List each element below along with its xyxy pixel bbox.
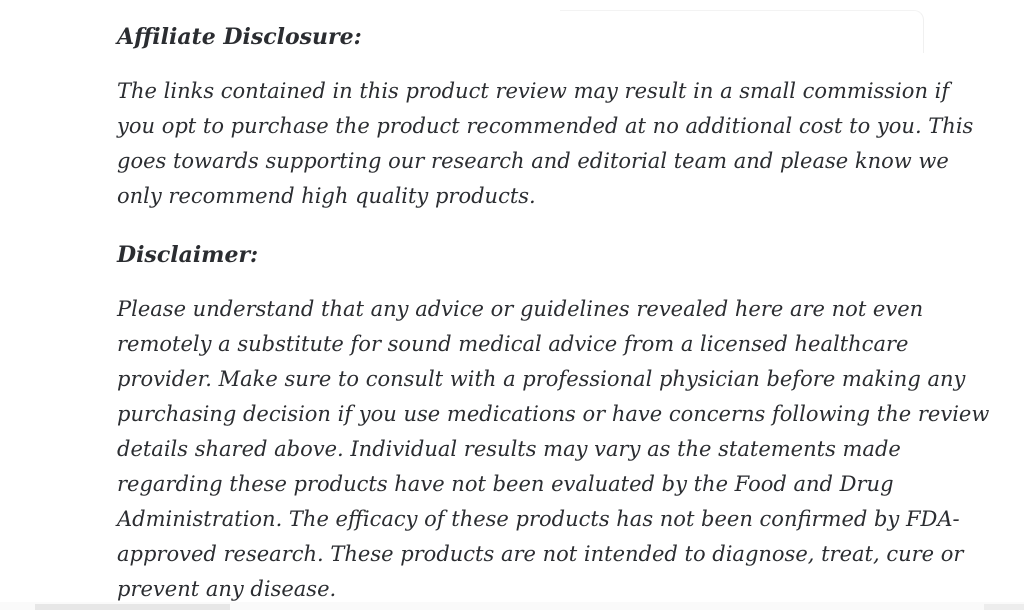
paragraph-line: The links contained in this product revi… xyxy=(117,79,950,103)
disclaimer-paragraph: Please understand that any advice or gui… xyxy=(117,292,990,607)
paragraph-line: only recommend high quality products. xyxy=(117,184,536,208)
paragraph-line: details shared above. Individual results… xyxy=(117,437,901,461)
bottom-edge-left-segment xyxy=(35,604,230,610)
paragraph-line: approved research. These products are no… xyxy=(117,542,964,566)
affiliate-disclosure-heading: Affiliate Disclosure: xyxy=(117,24,362,50)
paragraph-line: purchasing decision if you use medicatio… xyxy=(117,402,990,426)
paragraph-line: provider. Make sure to consult with a pr… xyxy=(117,367,966,391)
bottom-edge-right-segment xyxy=(984,604,1024,610)
page-bottom-edge xyxy=(0,602,1024,610)
paragraph-line: goes towards supporting our research and… xyxy=(117,149,949,173)
paragraph-line: Please understand that any advice or gui… xyxy=(117,297,924,321)
disclosure-section: Affiliate Disclosure: The links containe… xyxy=(117,0,990,610)
paragraph-line: prevent any disease. xyxy=(117,577,337,601)
affiliate-disclosure-paragraph: The links contained in this product revi… xyxy=(117,74,974,214)
paragraph-line: Administration. The efficacy of these pr… xyxy=(117,507,960,531)
paragraph-line: you opt to purchase the product recommen… xyxy=(117,114,974,138)
paragraph-line: regarding these products have not been e… xyxy=(117,472,894,496)
paragraph-line: remotely a substitute for sound medical … xyxy=(117,332,909,356)
disclaimer-heading: Disclaimer: xyxy=(117,242,259,268)
